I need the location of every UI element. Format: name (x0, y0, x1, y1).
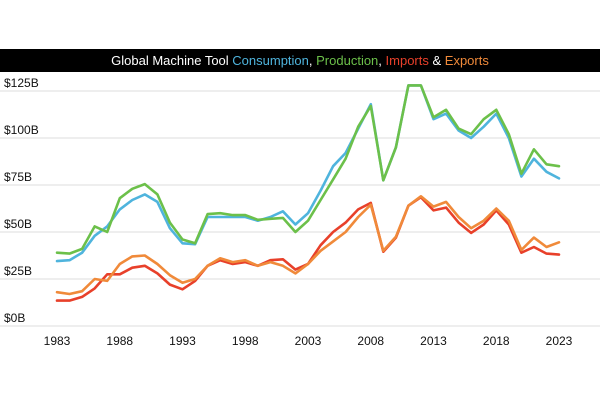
chart-title-bar: Global Machine Tool Consumption, Product… (0, 49, 600, 72)
series-lines (55, 84, 561, 302)
chart-title: Global Machine Tool Consumption, Product… (111, 53, 489, 68)
x-axis-ticks: 1983 1988 1993 1998 2003 2008 2013 2018 2023 (44, 334, 573, 348)
x-tick-label: 1983 (44, 334, 71, 348)
title-part: Exports (444, 53, 489, 68)
x-tick-label: 1998 (232, 334, 259, 348)
y-axis-ticks: $0B $25B $50B $75B $100B $125B (4, 76, 39, 325)
series-line-production (55, 84, 561, 255)
series-line-exports (55, 195, 561, 296)
y-tick-label: $100B (4, 123, 39, 137)
y-tick-label: $75B (4, 170, 32, 184)
y-tick-label: $50B (4, 217, 32, 231)
title-part: & (428, 53, 445, 68)
x-tick-label: 1988 (106, 334, 133, 348)
series-line-consumption (55, 84, 561, 263)
y-tick-label: $0B (4, 311, 25, 325)
title-part: Global Machine Tool (111, 53, 233, 68)
x-tick-label: 2018 (483, 334, 510, 348)
title-part: , (308, 53, 317, 68)
x-tick-label: 1993 (169, 334, 196, 348)
title-part: , (378, 53, 386, 68)
title-part: Production (316, 53, 379, 68)
title-part: Imports (385, 53, 429, 68)
title-part: Consumption (232, 53, 309, 68)
y-tick-label: $125B (4, 76, 39, 90)
x-tick-label: 2008 (357, 334, 384, 348)
x-tick-label: 2013 (420, 334, 447, 348)
x-tick-label: 2023 (546, 334, 573, 348)
y-tick-label: $25B (4, 264, 32, 278)
x-tick-label: 2003 (295, 334, 322, 348)
